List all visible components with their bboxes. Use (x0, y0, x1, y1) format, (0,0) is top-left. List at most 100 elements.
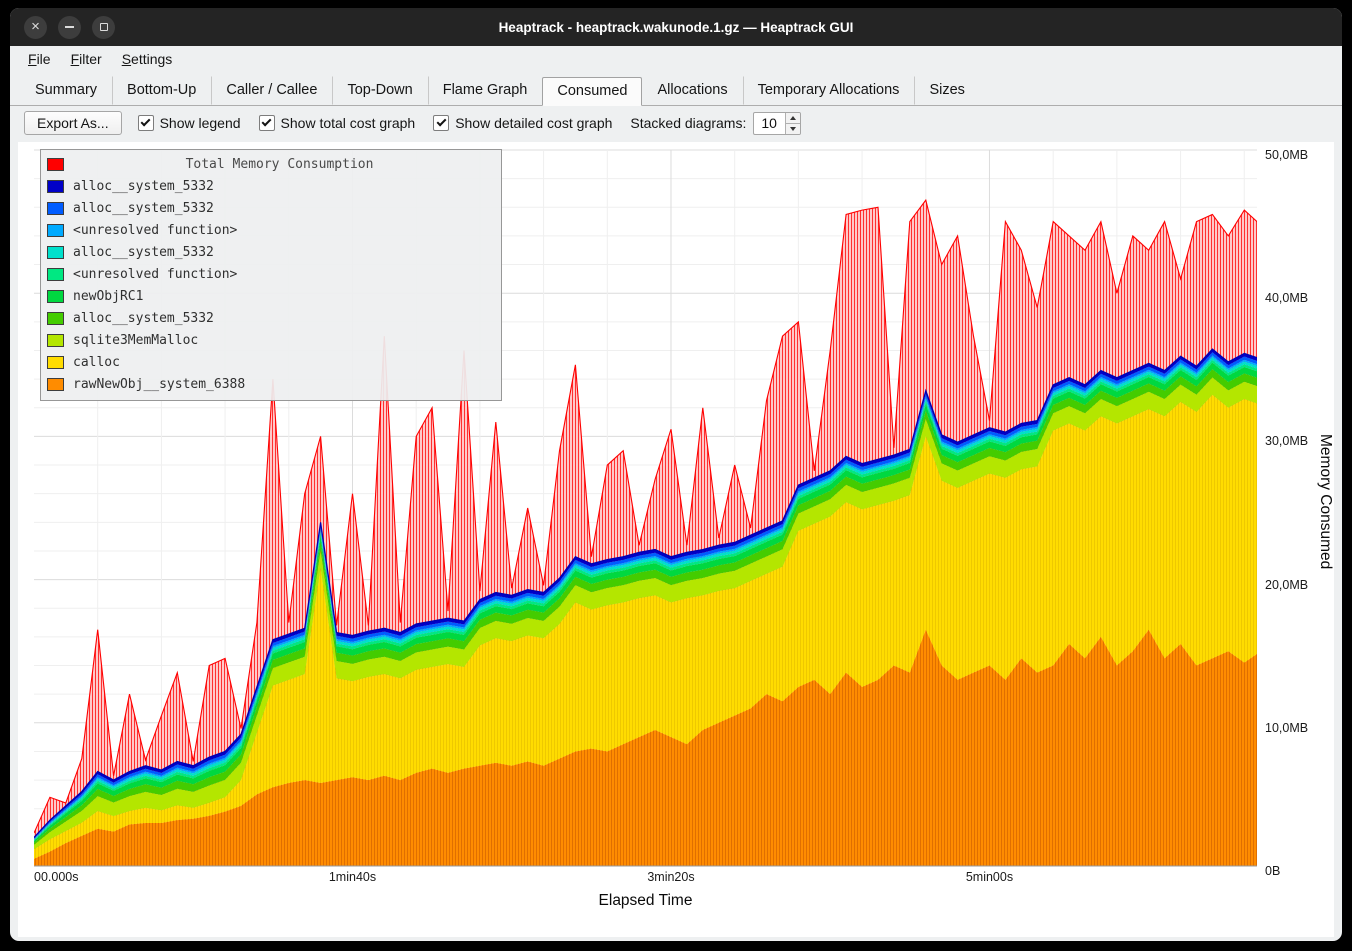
checkbox-show-detailed-cost-graph[interactable]: Show detailed cost graph (433, 115, 612, 131)
legend-item-unresolved-function: <unresolved function> (47, 263, 495, 285)
window-title: Heaptrack - heaptrack.wakunode.1.gz — He… (498, 19, 854, 35)
tab-summary[interactable]: Summary (20, 76, 112, 105)
tab-top-down[interactable]: Top-Down (332, 76, 427, 105)
y-tick-label: 20,0MB (1265, 577, 1309, 592)
legend-swatch (47, 179, 64, 193)
chart-legend: Total Memory Consumption alloc__system_5… (40, 149, 502, 401)
legend-swatch (47, 201, 64, 215)
spin-up-button[interactable] (786, 112, 801, 123)
legend-swatch (47, 157, 64, 171)
y-tick-label: 0B (1265, 864, 1281, 878)
export-as-button[interactable]: Export As... (24, 111, 122, 135)
y-tick-label: 40,0MB (1265, 291, 1309, 306)
tab-flame-graph[interactable]: Flame Graph (427, 76, 543, 105)
check-icon (436, 116, 447, 127)
stacked-diagrams-spinbox: 10 (753, 111, 802, 135)
legend-swatch (47, 223, 64, 237)
legend-swatch (47, 355, 64, 369)
spinbox-value[interactable]: 10 (761, 114, 777, 131)
legend-label: alloc__system_5332 (73, 244, 214, 260)
checkbox-box (137, 115, 154, 131)
x-tick-label: 3min20s (647, 870, 695, 884)
maximize-button[interactable] (92, 15, 115, 39)
close-icon: × (31, 18, 40, 35)
legend-body: alloc__system_5332 alloc__system_5332 <unr… (47, 175, 495, 395)
x-axis-labels: 00.000s 1min40s 3min20s 5min00s (18, 870, 1298, 886)
toolbar-checkboxes: Show legend Show total cost graph Show det… (137, 115, 612, 131)
legend-label: alloc__system_5332 (73, 178, 214, 194)
checkbox-box (258, 115, 275, 131)
tab-sizes[interactable]: Sizes (914, 76, 979, 105)
menubar: File Filter Settings (10, 46, 1342, 72)
titlebar: × Heaptrack - heaptrack.wakunode.1.gz — … (10, 8, 1342, 46)
legend-swatch (47, 245, 64, 259)
legend-swatch (47, 377, 64, 391)
menu-settings[interactable]: Settings (121, 51, 173, 67)
x-tick-label: 00.000s (34, 870, 79, 884)
check-icon (140, 116, 151, 127)
tab-allocations[interactable]: Allocations (642, 76, 742, 105)
y-axis-title: Memory Consumed (1317, 434, 1334, 570)
series-area-rawnewobj-system-6388 (34, 629, 1257, 866)
spin-down-button[interactable] (786, 122, 801, 134)
legend-item-alloc-system-5332: alloc__system_5332 (47, 197, 495, 219)
toolbar: Export As... Show legend Show total cost … (10, 106, 1342, 140)
spinbox-buttons (785, 112, 801, 134)
checkbox-show-legend[interactable]: Show legend (137, 115, 241, 131)
legend-label: newObjRC1 (73, 288, 144, 304)
series-area-sqlite3memmalloc (34, 377, 1257, 850)
chevron-up-icon (790, 115, 797, 120)
legend-title-row: Total Memory Consumption (47, 153, 495, 175)
checkbox-label: Show legend (159, 115, 241, 131)
window-controls: × (24, 8, 115, 46)
tab-consumed[interactable]: Consumed (542, 77, 643, 106)
tab-temporary-allocations[interactable]: Temporary Allocations (742, 76, 915, 105)
legend-item-alloc-system-5332: alloc__system_5332 (47, 175, 495, 197)
legend-label: sqlite3MemMalloc (73, 332, 199, 348)
legend-item-newobjrc1: newObjRC1 (47, 285, 495, 307)
x-tick-label: 5min00s (965, 870, 1014, 884)
tab-caller-callee[interactable]: Caller / Callee (211, 76, 332, 105)
legend-label: <unresolved function> (73, 222, 238, 238)
legend-item-alloc-system-5332: alloc__system_5332 (47, 241, 495, 263)
series-area-calloc (34, 394, 1257, 859)
legend-label: <unresolved function> (73, 266, 238, 282)
legend-swatch (47, 333, 64, 347)
legend-item-sqlite3memmalloc: sqlite3MemMalloc (47, 329, 495, 351)
y-tick-label: 50,0MB (1265, 148, 1309, 162)
menu-filter[interactable]: Filter (70, 51, 102, 67)
legend-title: Total Memory Consumption (185, 156, 374, 172)
stack-top-line (34, 348, 1257, 838)
checkbox-show-total-cost-graph[interactable]: Show total cost graph (258, 115, 416, 131)
y-tick-label: 10,0MB (1265, 720, 1309, 735)
legend-item-calloc: calloc (47, 351, 495, 373)
legend-label: rawNewObj__system_6388 (73, 376, 246, 392)
check-icon (261, 116, 272, 127)
checkbox-label: Show detailed cost graph (455, 115, 613, 131)
tab-bottom-up[interactable]: Bottom-Up (112, 76, 211, 105)
menu-file[interactable]: File (28, 51, 51, 67)
legend-swatch (47, 311, 64, 325)
legend-item-alloc-system-5332: alloc__system_5332 (47, 307, 495, 329)
consumed-chart: Total Memory Consumption alloc__system_5… (18, 142, 1334, 937)
minimize-button[interactable] (58, 15, 81, 39)
legend-label: calloc (73, 354, 120, 370)
app-window: × Heaptrack - heaptrack.wakunode.1.gz — … (10, 8, 1342, 941)
memory-chart-plot[interactable] (34, 148, 1257, 868)
x-tick-label: 1min40s (328, 870, 377, 884)
legend-item-unresolved-function: <unresolved function> (47, 219, 495, 241)
x-axis-title: Elapsed Time (598, 892, 693, 909)
y-axis-labels: 0B 10,0MB 20,0MB 30,0MB 40,0MB 50,0MB (1265, 148, 1321, 878)
maximize-icon (99, 23, 108, 31)
chevron-down-icon (790, 126, 797, 131)
legend-label: alloc__system_5332 (73, 310, 214, 326)
legend-item-rawnewobj-system-6388: rawNewObj__system_6388 (47, 373, 495, 395)
checkbox-label: Show total cost graph (280, 115, 416, 131)
stacked-diagrams-label: Stacked diagrams: (630, 115, 747, 131)
close-button[interactable]: × (24, 15, 47, 39)
total-cost-line (34, 198, 1257, 834)
legend-swatch (47, 267, 64, 281)
legend-swatch (47, 289, 64, 303)
legend-label: alloc__system_5332 (73, 200, 214, 216)
